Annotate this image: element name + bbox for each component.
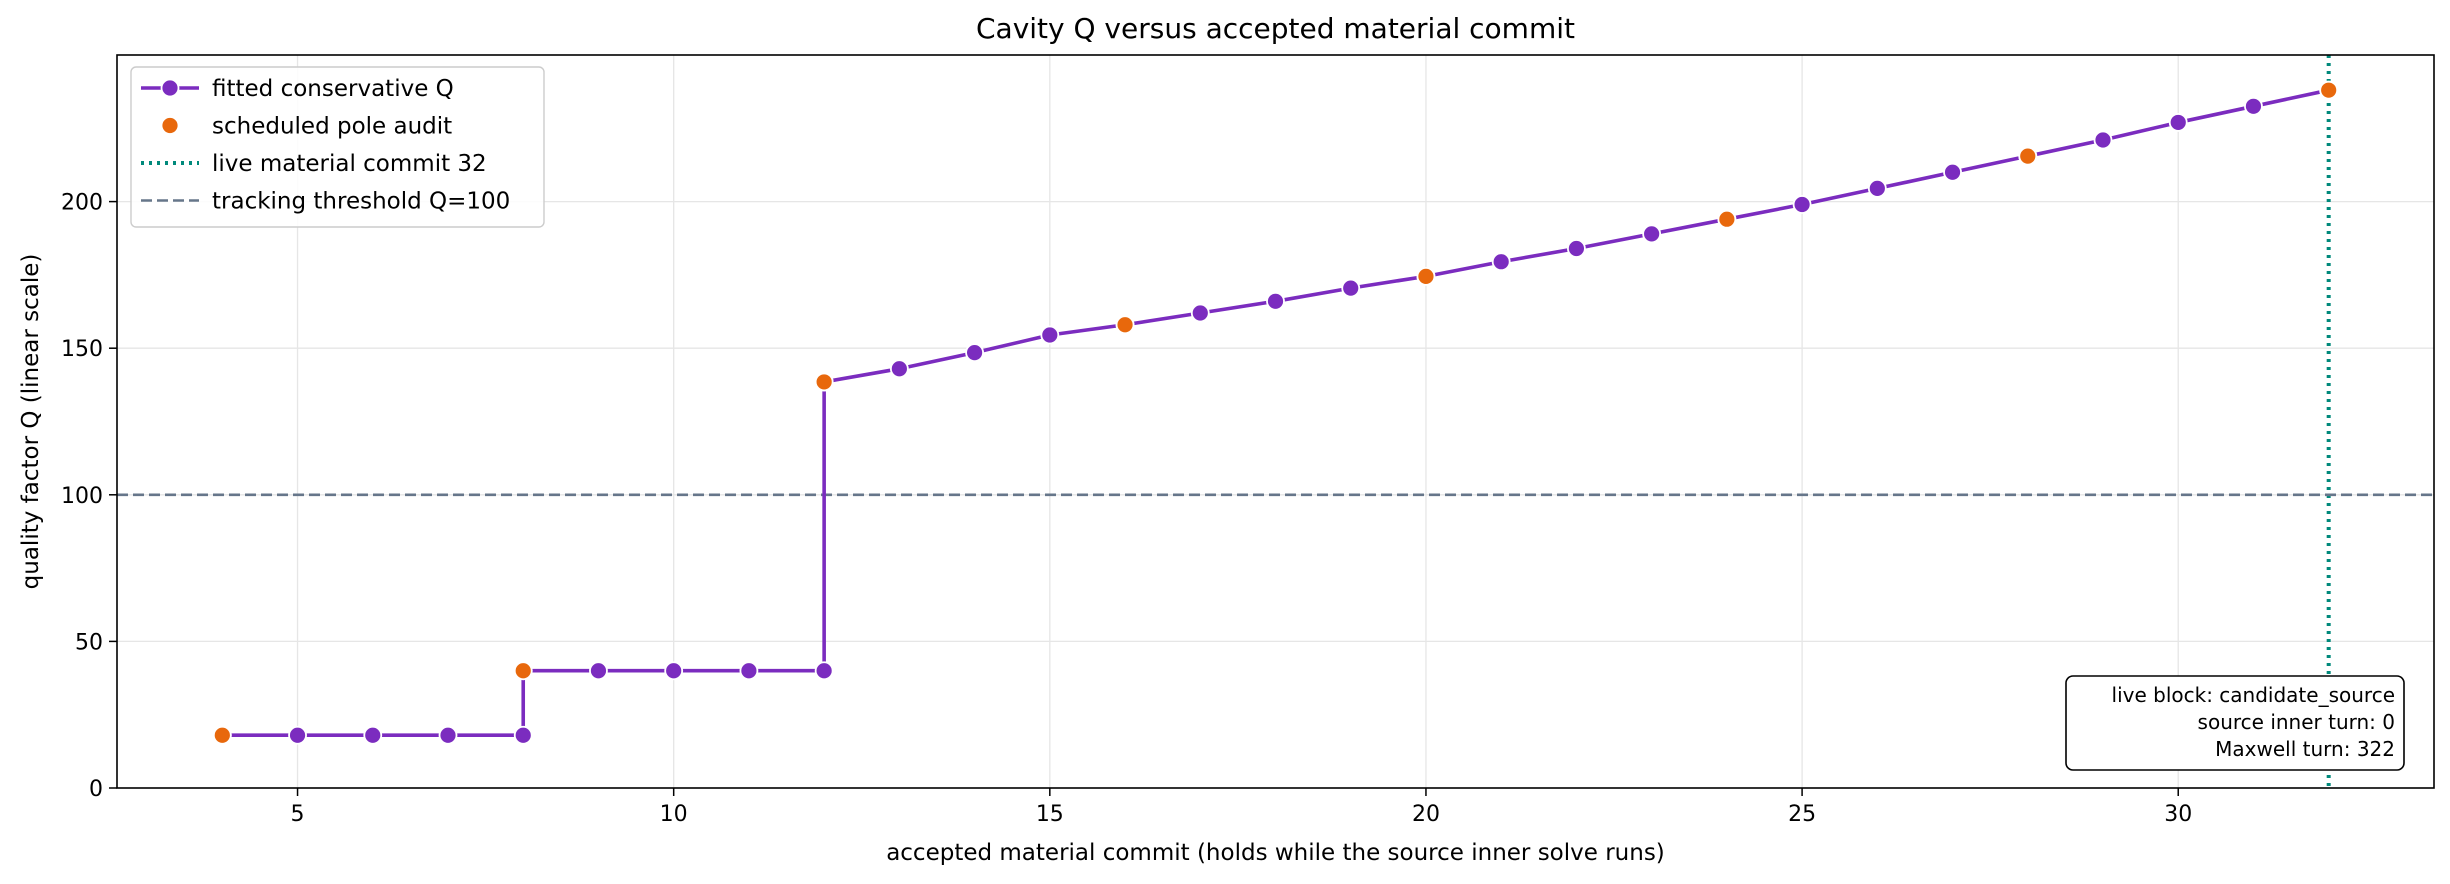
fitted-q-point [2093,130,2113,150]
legend-label: live material commit 32 [212,151,487,177]
y-tick-label: 0 [89,777,103,802]
fitted-q-point [2244,96,2263,116]
fitted-q-point [1266,291,1285,311]
x-tick-label: 30 [2164,802,2192,827]
pole-audit-point [212,725,232,745]
fitted-q-point [1190,303,1210,323]
info-box-line: source inner turn: 0 [2198,710,2395,734]
y-axis-label: quality factor Q (linear scale) [18,254,44,590]
fitted-q-point [513,725,533,745]
info-box-frame [2065,675,2405,771]
info-box-line: live block: candidate_source [2112,683,2395,707]
fitted-q-point [1867,179,1887,198]
fitted-q-point [739,661,759,681]
fitted-q-point [664,661,684,681]
fitted-q-point [1341,278,1361,298]
fitted-q-point [288,725,307,745]
legend-swatch-marker [160,116,180,135]
y-tick-label: 50 [75,630,103,655]
fitted-q-point [1491,252,1511,272]
legend-label: scheduled pole audit [212,114,452,140]
info-box-line: Maxwell turn: 322 [2215,737,2395,761]
fitted-q-point [1943,162,1962,182]
x-tick-label: 10 [660,802,688,827]
fitted-q-point [363,725,383,745]
axis-ticks: 5 10 15 20 25 30 0 50 100 150 200 [61,191,2192,827]
reference-lines [117,55,2434,788]
pole-audit-point [2319,80,2339,100]
x-tick-label: 20 [1412,802,1440,827]
pole-audit-point [1717,209,1737,229]
y-tick-label: 200 [61,191,103,216]
x-tick-label: 5 [291,802,305,827]
legend: fitted conservative Q scheduled pole audi… [130,66,545,228]
y-tick-label: 150 [61,337,103,362]
legend-label: fitted conservative Q [212,76,454,102]
fitted-q-point [889,359,909,379]
y-tick-label: 100 [61,484,103,509]
x-tick-label: 25 [1788,802,1816,827]
plot-frame [116,54,2435,789]
x-axis-label: accepted material commit (holds while th… [886,840,1665,866]
pole-audit-point [1115,315,1135,335]
series [212,80,2339,745]
x-tick-label: 15 [1036,802,1064,827]
chart-title: Cavity Q versus accepted material commit [976,12,1575,45]
fitted-q-point [2168,113,2188,132]
pole-audit-point [1416,266,1436,286]
fitted-q-point [965,343,984,362]
fitted-q-point [589,661,608,681]
fitted-q-point [1567,239,1586,258]
fitted-q-point [1792,195,1812,214]
fitted-q-point [1040,325,1060,345]
legend-box [130,66,545,228]
fitted-q-point [438,725,458,745]
fitted-q-point [1642,224,1662,244]
pole-audit-point [814,372,834,392]
pole-audit-point [2018,146,2038,166]
pole-audit-point [513,661,533,681]
legend-swatch-marker [160,78,180,98]
fitted-q-point [814,661,834,681]
legend-label: tracking threshold Q=100 [212,189,510,215]
